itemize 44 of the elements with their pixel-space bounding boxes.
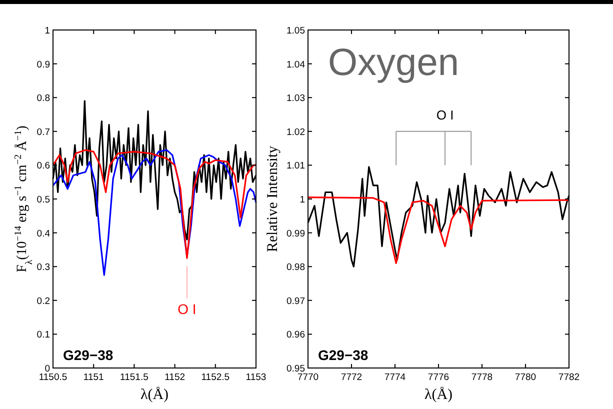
- y-tick-label: 0: [44, 364, 50, 374]
- y-tick-label: 0.7: [36, 126, 50, 138]
- y-tick-label: 1: [300, 194, 305, 206]
- y-tick-label: 0.3: [36, 262, 50, 274]
- x-tick-label: 7778: [471, 372, 493, 383]
- y-tick-label: 0.98: [286, 262, 305, 274]
- y-tick-label: 0.2: [36, 296, 50, 307]
- y-tick-label: 0.8: [36, 93, 50, 104]
- annotation: O I: [436, 107, 454, 122]
- line-series: [307, 196, 570, 264]
- x-tick-label: 7770: [297, 372, 319, 383]
- y-tick-label: 1.05: [286, 26, 305, 36]
- annotation: O I: [178, 301, 196, 318]
- x-tick-label: 7782: [558, 372, 580, 383]
- x-tick-label: 7776: [428, 372, 450, 383]
- y-tick-label: 0.96: [286, 330, 305, 341]
- y-tick-label: 1: [44, 26, 50, 36]
- x-tick-label: 7774: [384, 372, 406, 383]
- y-tick-label: 0.95: [286, 364, 305, 374]
- y-tick-label: 0.97: [286, 296, 305, 307]
- y-tick-label: 0.1: [36, 330, 50, 341]
- x-tick-label: 1152.5: [201, 372, 230, 383]
- x-tick-label: 1153: [246, 372, 266, 383]
- y-tick-label: 1.03: [286, 93, 305, 104]
- y-tick-label: 0.6: [36, 160, 50, 172]
- x-tick-label: 7772: [340, 372, 362, 383]
- y-tick-label: 0.9: [36, 59, 50, 70]
- y-axis-title: Relative Intensity: [265, 145, 281, 252]
- x-axis-title: λ(Å): [140, 386, 169, 403]
- x-tick-label: 1150.5: [38, 372, 68, 383]
- y-tick-label: 1.02: [286, 126, 305, 138]
- y-tick-label: 1.04: [286, 59, 305, 70]
- y-tick-label: 0.99: [286, 228, 305, 240]
- y-tick-label: 1.01: [286, 160, 305, 172]
- x-tick-label: 1151: [83, 372, 104, 383]
- x-tick-label: 7780: [514, 372, 536, 383]
- annotation: G29−38: [318, 347, 368, 363]
- y-tick-label: 0.5: [36, 194, 50, 206]
- x-tick-label: 1151.5: [120, 372, 148, 383]
- annotation: G29−38: [63, 347, 114, 363]
- annotation: Oxygen: [328, 42, 459, 84]
- x-tick-label: 1152: [164, 372, 186, 383]
- y-tick-label: 0.4: [36, 228, 50, 240]
- x-axis-title: λ(Å): [424, 386, 453, 403]
